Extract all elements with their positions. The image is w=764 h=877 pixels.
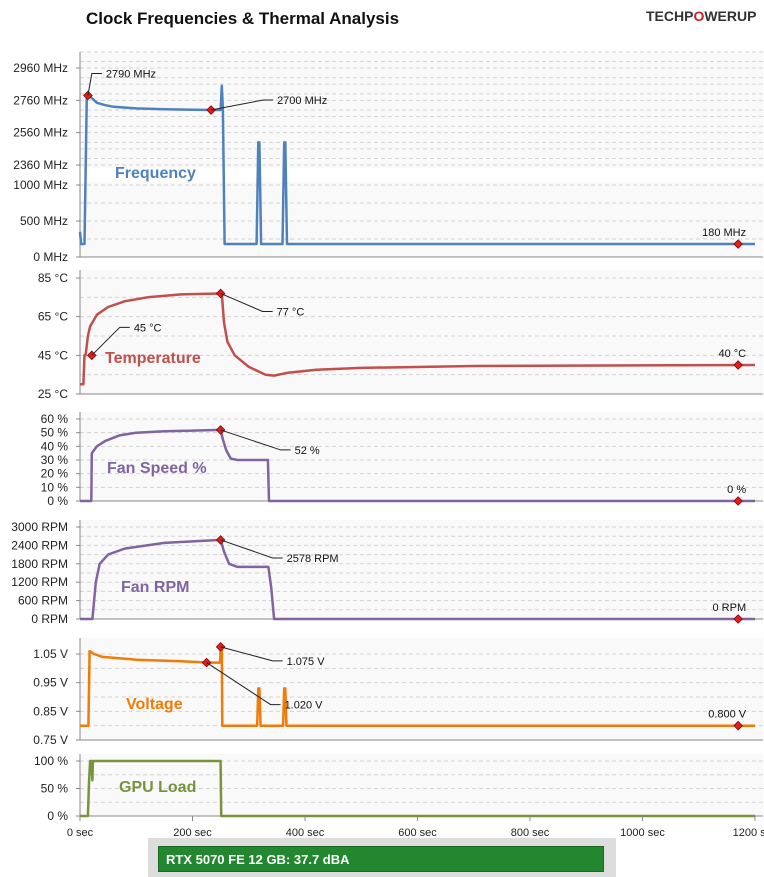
y-tick-label: 25 °C	[38, 387, 68, 401]
x-tick-label: 600 sec	[398, 827, 437, 839]
y-tick-label: 50 %	[41, 782, 69, 796]
y-tick-label: 45 °C	[38, 348, 68, 362]
plot-background	[80, 638, 763, 740]
y-tick-label: 1.05 V	[33, 647, 68, 661]
series-label: GPU Load	[119, 779, 196, 796]
y-tick-label: 0 RPM	[31, 612, 68, 626]
annotation-label: 45 °C	[134, 322, 162, 334]
y-tick-label: 50 %	[41, 426, 69, 440]
y-tick-label: 30 %	[41, 453, 69, 467]
x-tick-label: 0 sec	[67, 827, 94, 839]
axis-break	[0, 168, 764, 182]
annotation-label: 0 %	[727, 484, 746, 496]
y-tick-label: 0.75 V	[33, 733, 68, 747]
y-tick-label: 10 %	[41, 480, 69, 494]
y-tick-label: 1200 RPM	[11, 575, 68, 589]
x-tick-label: 1000 sec	[620, 827, 665, 839]
series-label: Voltage	[126, 696, 183, 713]
plot-background	[80, 520, 763, 619]
annotation-label: 2790 MHz	[106, 68, 156, 80]
y-tick-label: 0 %	[47, 809, 68, 823]
annotation-leader	[220, 293, 273, 312]
y-tick-label: 0 MHz	[33, 250, 68, 264]
y-tick-label: 40 %	[41, 439, 69, 453]
plot-background	[80, 270, 763, 394]
y-tick-label: 100 %	[34, 754, 68, 768]
annotation-leader	[210, 99, 274, 111]
y-tick-label: 85 °C	[38, 271, 68, 285]
series-line	[80, 759, 755, 818]
panel-temperature: 85 °C 65 °C 45 °C 25 °C Temperature 45 °C 77 °…	[38, 270, 763, 401]
x-tick-label: 1200 sec	[733, 827, 764, 839]
series-label: Fan Speed %	[107, 460, 207, 477]
y-tick-label: 2360 MHz	[13, 158, 68, 172]
y-tick-label: 65 °C	[38, 310, 68, 324]
annotation-label: 0.800 V	[708, 709, 747, 721]
panel-frequency: 2960 MHz 2760 MHz 2560 MHz 2360 MHz 1000 MHz…	[0, 51, 764, 264]
plot-background	[80, 754, 763, 816]
series-label: Fan RPM	[121, 579, 189, 596]
y-tick-label: 0.85 V	[33, 704, 68, 718]
y-tick-label: 2560 MHz	[13, 126, 68, 140]
series-label: Frequency	[115, 165, 196, 182]
plot-background	[80, 52, 763, 257]
y-tick-label: 1800 RPM	[11, 557, 68, 571]
y-tick-label: 2400 RPM	[11, 538, 68, 552]
y-tick-label: 2760 MHz	[13, 93, 68, 107]
y-tick-label: 0.95 V	[33, 676, 68, 690]
y-tick-label: 1000 MHz	[13, 178, 68, 192]
data-point-marker	[733, 496, 743, 506]
annotation-label: 2700 MHz	[277, 95, 327, 107]
annotation-label: 77 °C	[277, 306, 305, 318]
footer-box: RTX 5070 FE 12 GB: 37.7 dBA	[148, 838, 616, 877]
data-point-marker	[733, 239, 743, 249]
y-tick-label: 2960 MHz	[13, 61, 68, 75]
annotation-leader	[87, 72, 102, 96]
panel-voltage: 1.05 V 0.95 V 0.85 V 0.75 V Voltage 1.075 V 1.…	[33, 638, 763, 747]
plot-background	[80, 412, 763, 501]
x-tick-label: 800 sec	[511, 827, 550, 839]
annotation-label: 52 %	[295, 445, 320, 457]
annotation-label: 180 MHz	[702, 227, 746, 239]
data-point-marker	[733, 720, 743, 731]
panel-fan-rpm: 3000 RPM 2400 RPM 1800 RPM 1200 RPM 600 RPM 0…	[11, 520, 763, 626]
annotation-leader	[220, 429, 291, 451]
series-label: Temperature	[105, 350, 201, 367]
chart-title: Clock Frequencies & Thermal Analysis	[86, 9, 400, 28]
y-tick-label: 600 RPM	[18, 594, 68, 608]
annotation-leader	[220, 646, 283, 662]
annotation-leader	[206, 662, 281, 706]
annotation-label: 1.020 V	[285, 700, 324, 712]
techpowerup-logo: TECHPOWERUP	[646, 8, 757, 24]
annotation-label: 40 °C	[718, 348, 746, 360]
y-tick-label: 3000 RPM	[11, 520, 68, 534]
annotation-label: 1.075 V	[287, 656, 326, 668]
annotation-label: 2578 RPM	[287, 553, 339, 565]
data-point-marker	[733, 360, 743, 370]
y-tick-label: 60 %	[41, 412, 69, 426]
annotation-leader	[220, 539, 283, 559]
data-point-marker	[733, 614, 743, 624]
y-tick-label: 0 %	[47, 494, 68, 508]
y-tick-label: 20 %	[41, 467, 69, 481]
panel-fan-speed-: 60 %50 %40 %30 %20 %10 %0 %Fan Speed %52…	[41, 412, 763, 508]
x-tick-label: 200 sec	[173, 827, 212, 839]
annotation-label: 0 RPM	[713, 602, 747, 614]
panel-gpu-load: 100 % 50 % 0 % GPU Load	[34, 754, 763, 823]
chart-svg: 2960 MHz 2760 MHz 2560 MHz 2360 MHz 1000 MHz…	[0, 51, 764, 839]
y-tick-label: 500 MHz	[20, 214, 68, 228]
series-line	[80, 428, 755, 503]
x-tick-label: 400 sec	[286, 827, 325, 839]
annotation-leader	[91, 326, 130, 356]
noise-result-label: RTX 5070 FE 12 GB: 37.7 dBA	[158, 846, 604, 872]
